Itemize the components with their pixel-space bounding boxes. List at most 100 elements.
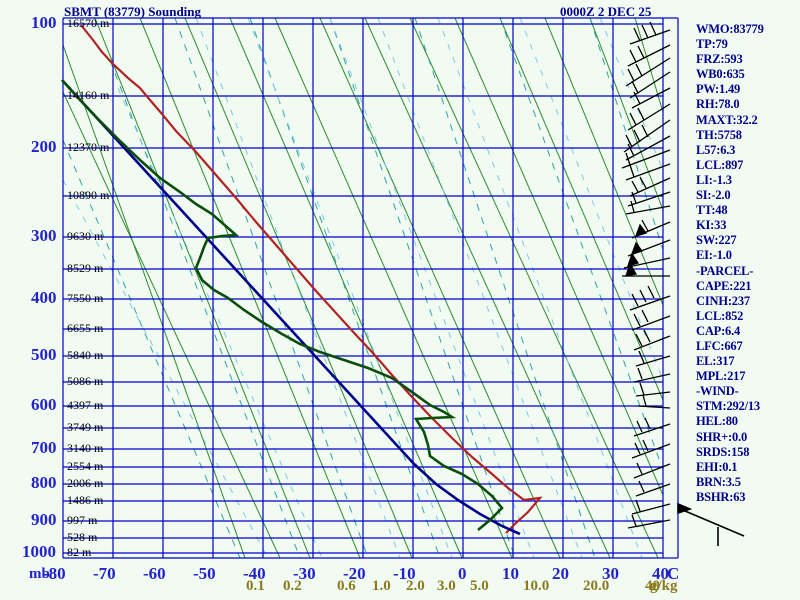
stat-item: KI:33 <box>696 218 727 233</box>
wind-barb <box>629 285 671 311</box>
stat-item: SRDS:158 <box>696 444 750 459</box>
stat-item: SHR+:0.0 <box>696 429 748 444</box>
wind-barb <box>627 103 671 131</box>
temperature-tick--70: -70 <box>93 564 116 583</box>
mixing-ratio-label: 2.0 <box>406 578 425 594</box>
pressure-tick-800: 800 <box>31 473 57 492</box>
stat-item: HEL:80 <box>696 414 738 429</box>
wind-panel-frame <box>663 17 679 559</box>
height-label: 82 m <box>67 545 92 559</box>
height-label: 997 m <box>67 513 98 527</box>
mixing-ratio-label: 20.0 <box>583 578 610 594</box>
mixing-ratio-label: 5.0 <box>470 578 489 594</box>
pressure-tick-700: 700 <box>31 438 57 457</box>
stat-item: CAP:6.4 <box>696 323 741 338</box>
wind-barb <box>633 329 671 351</box>
stat-item: TP:79 <box>696 37 728 52</box>
stat-item: TT:48 <box>696 203 728 218</box>
temperature-tick-20: 20 <box>552 564 569 583</box>
wind-barb <box>631 499 671 515</box>
wind-barb <box>631 439 671 459</box>
wind-barb-column <box>621 21 671 529</box>
pressure-tick-300: 300 <box>31 226 57 245</box>
temperature-tick--20: -20 <box>343 564 366 583</box>
pressure-tick-200: 200 <box>31 137 57 156</box>
height-label: 16570 m <box>67 16 110 30</box>
height-label: 10890 m <box>67 188 110 202</box>
height-label: 7550 m <box>67 291 104 305</box>
height-label: 3749 m <box>67 420 104 434</box>
wind-barb <box>631 87 671 109</box>
wind-barb <box>629 71 671 99</box>
wind-barb <box>627 239 671 257</box>
wind-barb <box>633 462 671 479</box>
stat-item: EI:-1.0 <box>696 248 732 263</box>
wind-barb <box>625 135 671 161</box>
temperature-tick-30: 30 <box>602 564 619 583</box>
stat-item: EHI:0.1 <box>696 459 738 474</box>
stat-item: EL:317 <box>696 354 735 369</box>
stat-item: LCL:897 <box>696 157 744 172</box>
stat-item: BRN:3.5 <box>696 474 741 489</box>
moist-adiabat-lines <box>63 18 663 558</box>
stat-item: -WIND- <box>696 384 739 399</box>
stat-item: SW:227 <box>696 233 737 248</box>
mixing-ratio-label: 0.2 <box>283 578 302 594</box>
wind-barb <box>633 367 671 383</box>
height-label: 4397 m <box>67 398 104 412</box>
sounding-datetime: 0000Z 2 DEC 25 <box>560 4 652 19</box>
dewpoint-trace <box>61 79 504 531</box>
stat-item: LCL:852 <box>696 308 744 323</box>
height-label: 2554 m <box>67 459 104 473</box>
pressure-tick-600: 600 <box>31 395 57 414</box>
height-label: 6655 m <box>67 321 104 335</box>
stats-panel: WMO:83779 TP:79 FRZ:593 WB0:635 PW:1.49 RH:78… <box>696 22 800 505</box>
wind-barb <box>631 219 671 239</box>
pressure-tick-900: 900 <box>31 510 57 529</box>
height-label: 3140 m <box>67 441 104 455</box>
stat-item: TH:5758 <box>696 127 742 142</box>
temperature-tick--30: -30 <box>293 564 316 583</box>
mixing-ratio-label: 0.1 <box>246 578 265 594</box>
height-label: 1486 m <box>67 493 104 507</box>
surface-wind-barb <box>677 502 745 546</box>
mixing-ratio-label: 1.0 <box>372 578 391 594</box>
stat-item: CAPE:221 <box>696 278 752 293</box>
stat-item: STM:292/13 <box>696 399 760 414</box>
temperature-tick-10: 10 <box>502 564 519 583</box>
wind-barb <box>635 480 671 497</box>
height-label: 14160 m <box>67 88 110 102</box>
stat-item: FRZ:593 <box>696 52 743 67</box>
temperature-unit-label: C <box>667 564 680 583</box>
stat-item: MPL:217 <box>696 369 746 384</box>
stat-item: PW:1.49 <box>696 82 741 97</box>
wind-barb <box>631 309 671 331</box>
stat-item: L57:6.3 <box>696 142 736 157</box>
temperature-tick--10: -10 <box>393 564 416 583</box>
stat-item: SI:-2.0 <box>696 188 731 203</box>
wind-barb <box>633 417 671 437</box>
mixing-ratio-label: 3.0 <box>437 578 456 594</box>
mixing-ratio-label: 0.6 <box>337 578 356 594</box>
height-label: 5086 m <box>67 374 104 388</box>
stat-item: LI:-1.3 <box>696 172 732 187</box>
wind-barb <box>635 350 671 367</box>
temperature-tick--40: -40 <box>243 564 266 583</box>
wind-barb <box>629 176 671 197</box>
height-label: 8529 m <box>67 261 104 275</box>
pressure-tick-1000: 1000 <box>22 542 56 561</box>
stat-item: RH:78.0 <box>696 97 740 112</box>
wind-barb <box>622 262 670 277</box>
stat-item: -PARCEL- <box>696 263 754 278</box>
wind-barb <box>629 21 671 45</box>
mixing-ratio-label: 40 <box>645 578 660 594</box>
wind-barb <box>627 514 671 529</box>
parcel-trace <box>61 79 521 536</box>
stat-item: MAXT:32.2 <box>696 112 758 127</box>
wind-barb <box>627 44 671 67</box>
axis-ticks <box>63 17 663 559</box>
height-label: 9630 m <box>67 229 104 243</box>
temperature-tick-0: 0 <box>458 564 467 583</box>
